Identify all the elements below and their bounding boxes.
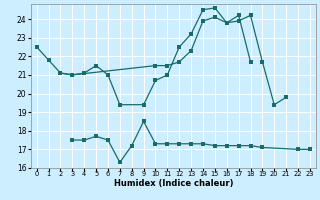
X-axis label: Humidex (Indice chaleur): Humidex (Indice chaleur) <box>114 179 233 188</box>
